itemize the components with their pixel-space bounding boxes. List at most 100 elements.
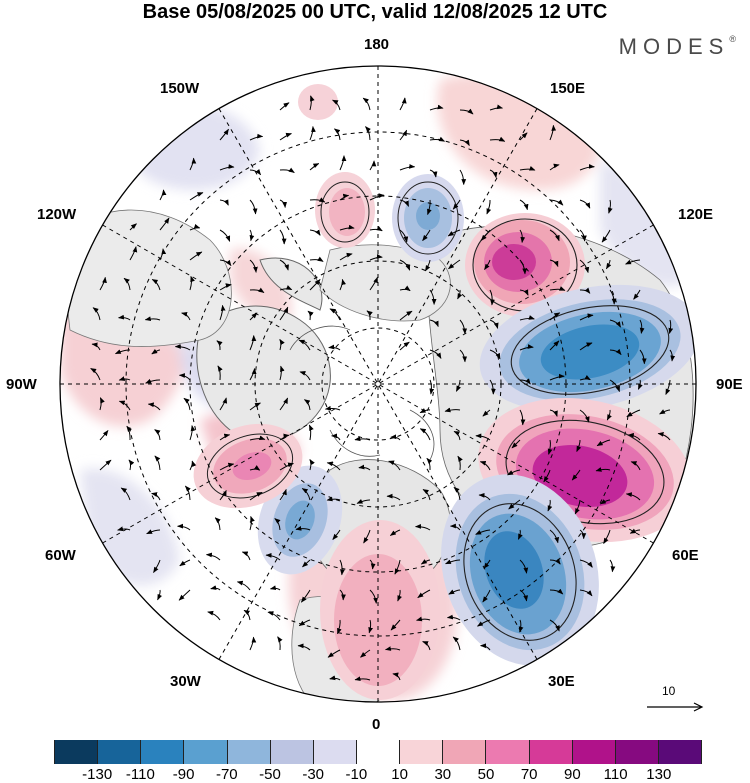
wind-arrow xyxy=(489,349,501,360)
wind-arrow xyxy=(327,649,341,658)
wind-arrow xyxy=(326,496,341,502)
wind-arrow xyxy=(549,409,558,417)
wind-arrow xyxy=(429,289,437,305)
wind-arrow xyxy=(579,529,587,540)
wind-arrow xyxy=(489,104,503,111)
wind-arrow xyxy=(424,259,431,272)
wind-arrow xyxy=(519,378,531,385)
wind-arrow xyxy=(547,499,553,512)
wind-arrow xyxy=(339,224,355,231)
land-greenland-canada xyxy=(196,257,331,441)
wind-arrow xyxy=(309,163,320,171)
wind-arrow xyxy=(445,559,461,565)
wind-arrow xyxy=(399,199,410,207)
wind-arrow xyxy=(249,368,257,381)
wind-arrow xyxy=(606,409,612,421)
wind-arrow xyxy=(279,167,295,174)
wind-arrow xyxy=(328,344,341,351)
wind-arrow xyxy=(295,526,311,531)
wind-arrow xyxy=(267,611,281,621)
wind-arrow xyxy=(429,319,439,328)
wind-arrow xyxy=(219,489,227,501)
wind-arrow xyxy=(129,246,138,261)
colorbar-swatch xyxy=(356,740,401,764)
wind-arrow xyxy=(601,229,611,243)
wind-arrow xyxy=(369,193,385,201)
reference-vector-value: 10 xyxy=(662,684,676,698)
colorbar-tick-label: -10 xyxy=(345,766,368,783)
wind-arrow xyxy=(326,461,341,471)
wind-arrow xyxy=(334,128,341,141)
wind-arrow xyxy=(390,434,401,441)
wind-arrow xyxy=(183,397,191,411)
wind-arrow xyxy=(205,552,221,561)
wind-arrow xyxy=(639,349,647,365)
wind-arrow xyxy=(369,226,383,232)
wind-arrow xyxy=(219,433,231,441)
wind-arrow xyxy=(609,379,620,393)
wind-arrow xyxy=(549,124,557,141)
land-north-america xyxy=(60,209,232,347)
wind-arrow xyxy=(216,340,223,351)
wind-arrow xyxy=(519,132,528,141)
wind-arrow xyxy=(329,675,341,681)
wind-arrow xyxy=(189,460,197,471)
wind-arrow xyxy=(579,374,591,381)
wind-arrow xyxy=(249,491,263,501)
wind-arrow xyxy=(453,430,461,441)
wind-arrow xyxy=(249,402,261,411)
wind-arrow xyxy=(332,99,341,111)
colorbar-swatch xyxy=(658,740,703,764)
wind-arrow xyxy=(596,439,611,447)
colorbar-tick-label: 70 xyxy=(520,766,538,783)
wind-arrow xyxy=(420,559,431,565)
wind-arrow xyxy=(337,619,342,635)
wind-arrow xyxy=(429,169,438,178)
wind-arrow xyxy=(448,259,461,270)
wind-arrow xyxy=(118,400,131,411)
wind-arrow xyxy=(279,338,285,351)
wind-arrow xyxy=(279,229,287,245)
wind-arrow xyxy=(457,455,463,471)
wind-arrow xyxy=(549,199,564,206)
wind-arrow xyxy=(429,104,444,111)
wind-arrow xyxy=(609,319,622,328)
wind-arrow xyxy=(249,335,257,351)
wind-arrow xyxy=(479,460,491,471)
wind-arrow xyxy=(159,189,167,201)
colorbar-tick-label: -130 xyxy=(82,766,113,783)
wind-arrow xyxy=(625,259,641,265)
lon-label-top: 180 xyxy=(364,36,390,53)
wind-arrow xyxy=(579,409,590,423)
wind-arrow xyxy=(579,199,591,209)
lon-label-bottom: 0 xyxy=(372,716,381,733)
wind-arrow xyxy=(579,259,590,274)
wind-arrow xyxy=(249,312,258,321)
colorbar-swatch xyxy=(529,740,573,764)
wind-arrow xyxy=(249,168,261,176)
modes-logo: MODES® xyxy=(619,34,736,60)
colorbar-tick-label: 130 xyxy=(646,766,672,783)
wind-vectors xyxy=(90,95,676,682)
wind-arrow xyxy=(360,649,371,658)
wind-arrow xyxy=(519,315,535,321)
wind-arrow xyxy=(120,487,131,501)
wind-arrow xyxy=(489,319,499,329)
lon-label-left: 90W xyxy=(6,376,37,393)
wind-arrow xyxy=(118,376,131,381)
wind-arrow xyxy=(123,277,131,291)
wind-arrow xyxy=(309,95,315,111)
wind-arrow xyxy=(339,155,347,171)
wind-arrow xyxy=(426,457,433,471)
wind-arrow xyxy=(189,192,204,201)
wind-arrow xyxy=(99,397,105,411)
wind-arrow xyxy=(151,348,161,355)
wind-arrow xyxy=(118,314,131,321)
wind-arrow xyxy=(397,589,402,602)
lon-label-30w: 30W xyxy=(170,673,201,690)
wind-arrow xyxy=(399,97,407,111)
wind-arrow xyxy=(489,136,506,142)
wind-arrow xyxy=(549,373,565,381)
wind-arrow xyxy=(637,379,643,390)
wind-arrow xyxy=(519,289,529,296)
